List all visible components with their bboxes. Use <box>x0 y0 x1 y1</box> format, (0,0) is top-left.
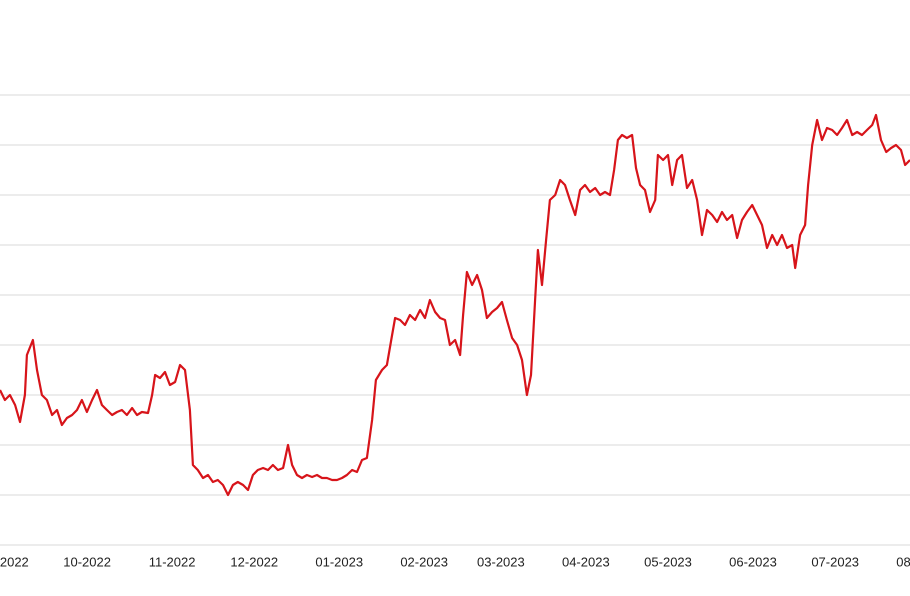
price-line <box>0 113 910 497</box>
x-tick-label: 02-2023 <box>400 554 448 569</box>
x-tick-label: 03-2023 <box>477 554 525 569</box>
x-tick-label: 12-2022 <box>230 554 278 569</box>
x-tick-label: 06-2023 <box>729 554 777 569</box>
x-tick-label: 10-2022 <box>63 554 111 569</box>
x-tick-label: 05-2023 <box>644 554 692 569</box>
x-tick-label: 09-2022 <box>0 554 29 569</box>
x-tick-label: 04-2023 <box>562 554 610 569</box>
x-tick-label: 11-2022 <box>149 554 196 569</box>
x-tick-label: 07-2023 <box>811 554 859 569</box>
x-tick-label: 01-2023 <box>315 554 363 569</box>
x-tick-label: 08-2023 <box>896 554 910 569</box>
